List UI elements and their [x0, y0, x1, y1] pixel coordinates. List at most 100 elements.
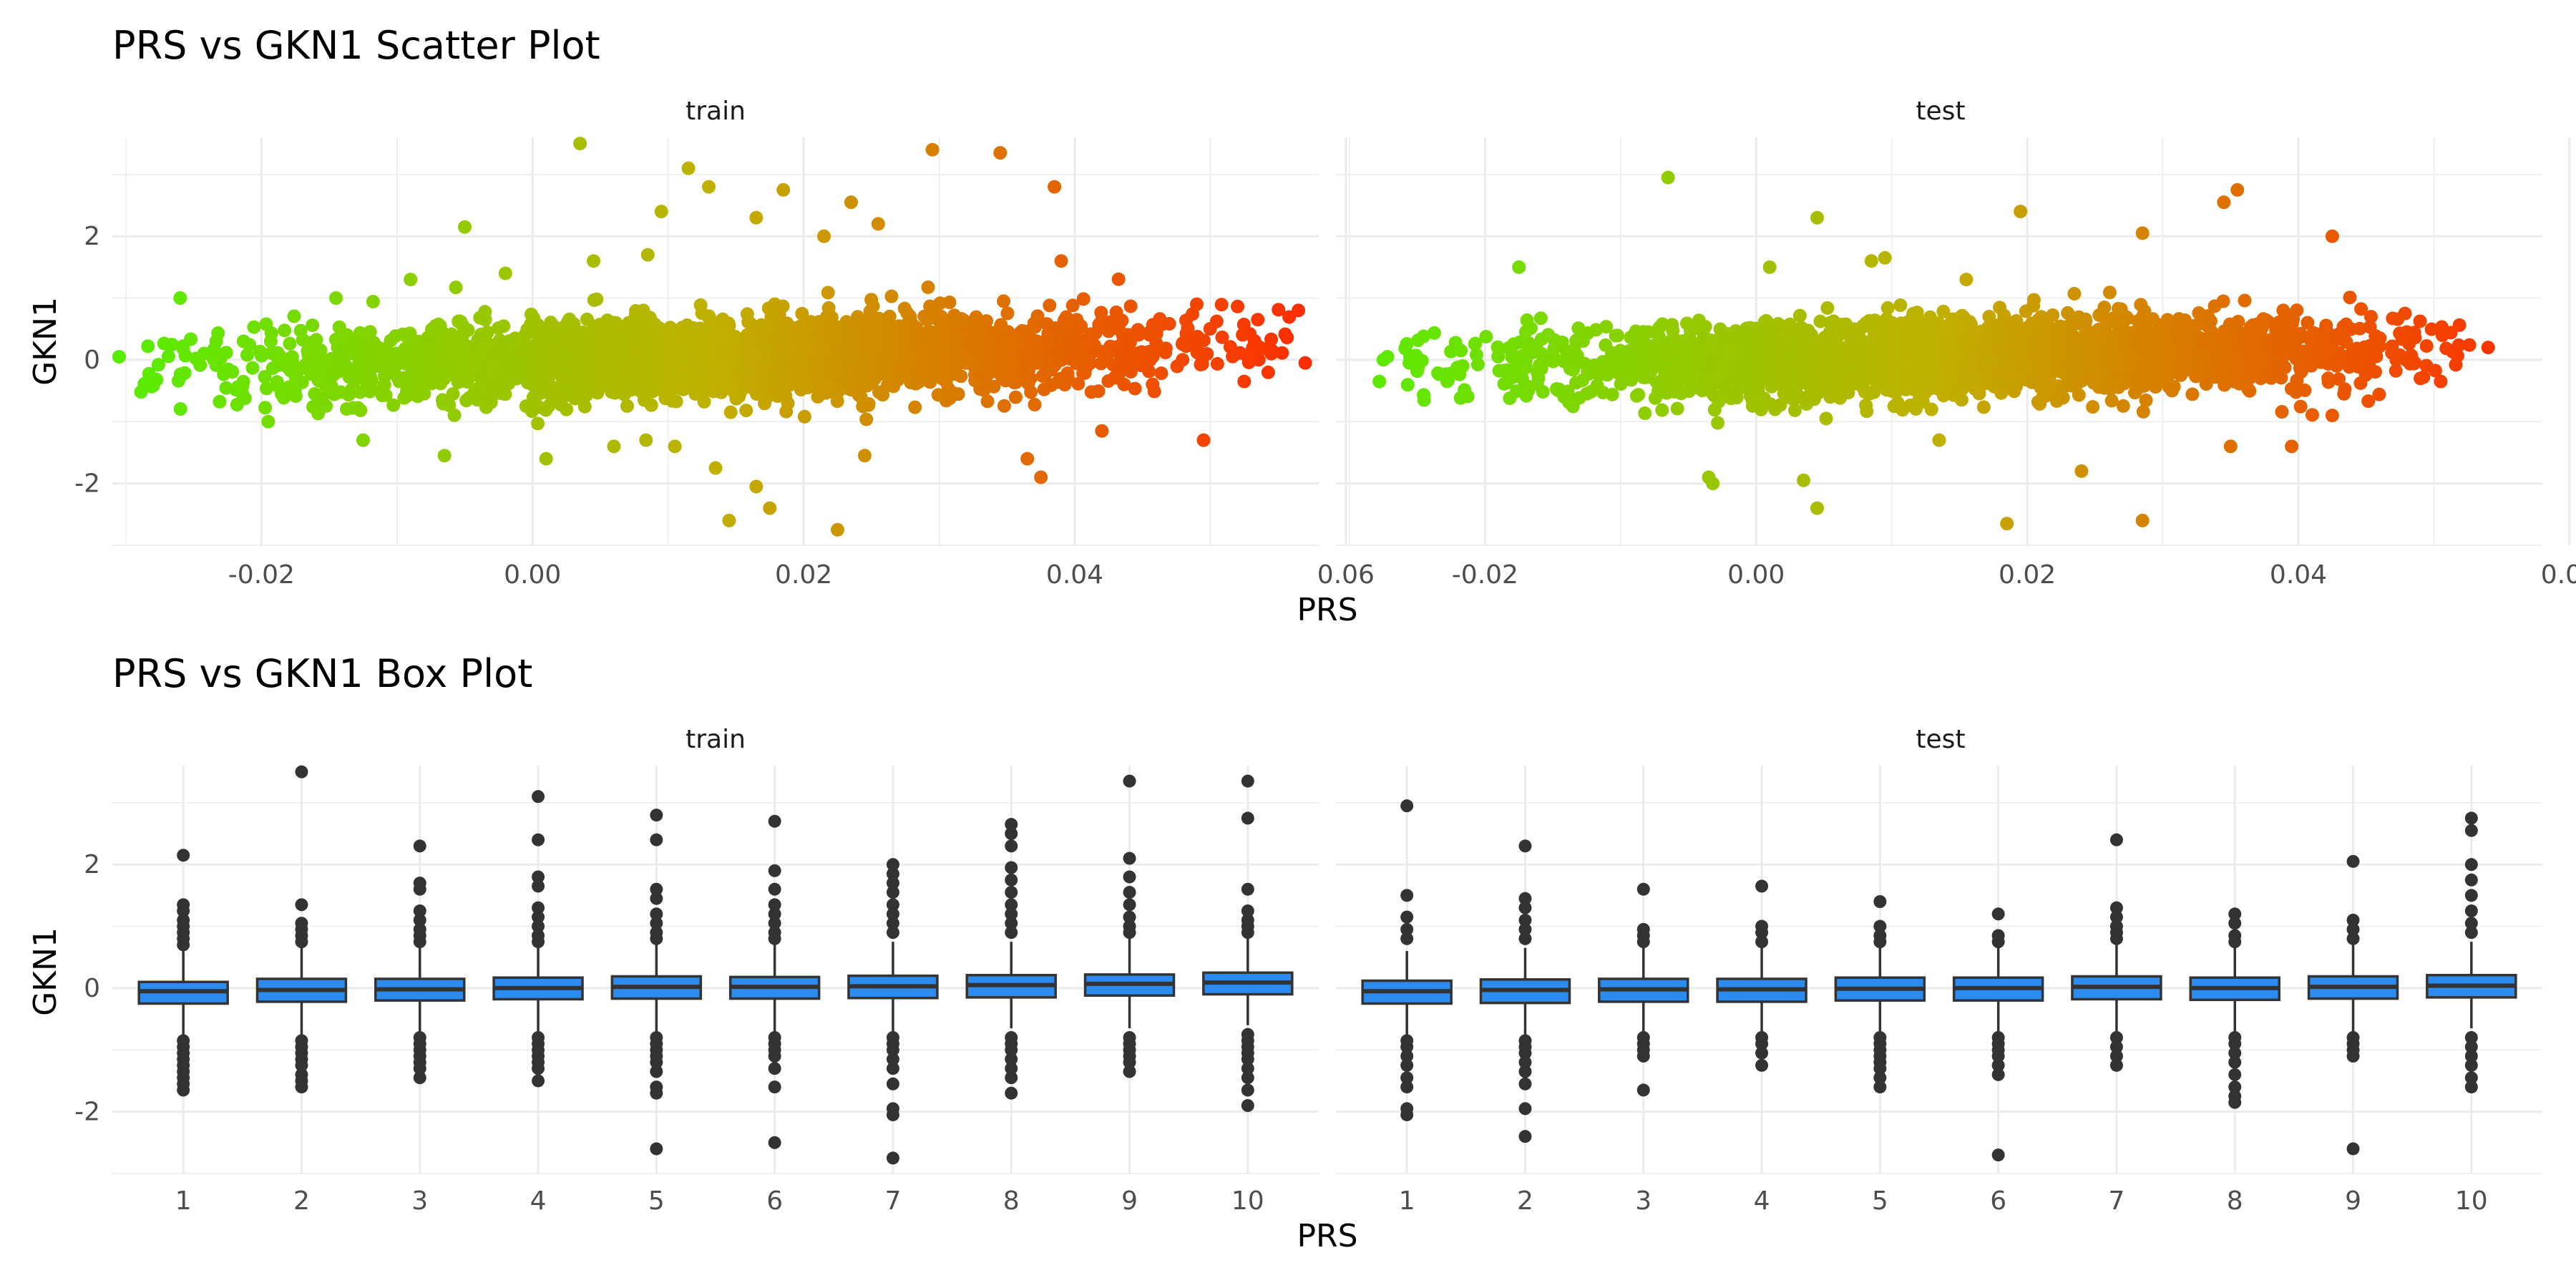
data-point — [897, 322, 911, 336]
data-point — [927, 359, 942, 374]
data-point — [333, 385, 348, 399]
data-point — [353, 385, 367, 399]
data-point — [377, 378, 391, 392]
data-point — [173, 402, 187, 416]
data-point — [917, 309, 932, 323]
data-point — [1400, 378, 1415, 392]
data-point — [1936, 389, 1951, 403]
data-point — [1251, 313, 1265, 327]
data-point — [1638, 406, 1652, 421]
data-point — [679, 335, 693, 349]
data-point — [997, 294, 1011, 308]
data-point — [740, 307, 754, 321]
x-tick-label: 0.02 — [775, 560, 832, 590]
data-point — [1214, 298, 1229, 312]
data-point — [1571, 332, 1585, 346]
data-point — [1030, 309, 1045, 323]
data-point — [2046, 308, 2060, 322]
x-tick-label: 0.06 — [1317, 560, 1375, 590]
data-point — [1749, 348, 1763, 363]
data-point — [640, 332, 655, 346]
data-point — [531, 416, 545, 431]
data-point — [1071, 376, 1085, 391]
data-point — [502, 363, 516, 377]
data-point — [471, 333, 485, 347]
data-point — [1444, 344, 1458, 358]
data-point — [980, 323, 994, 337]
data-point — [1261, 365, 1275, 379]
data-point — [998, 358, 1013, 372]
data-point — [1533, 311, 1548, 326]
data-point — [980, 394, 995, 409]
data-point — [607, 439, 621, 454]
point-cloud — [1398, 286, 2477, 430]
data-point — [165, 338, 179, 352]
data-point — [1468, 337, 1482, 351]
data-point — [1028, 398, 1042, 412]
data-point — [693, 343, 707, 358]
data-point — [911, 349, 925, 364]
data-point — [1665, 318, 1679, 332]
data-point — [1176, 336, 1190, 350]
data-point — [2168, 319, 2182, 333]
data-point — [1065, 298, 1080, 313]
data-point — [311, 373, 326, 387]
data-point — [1453, 367, 1467, 381]
data-point — [311, 406, 326, 421]
data-point — [1968, 381, 1982, 396]
data-point — [786, 330, 800, 344]
data-point — [587, 254, 601, 268]
scatter-title: PRS vs GKN1 Scatter Plot — [112, 23, 600, 68]
data-point — [2385, 346, 2399, 360]
data-point — [134, 385, 148, 399]
data-point — [1609, 328, 1623, 343]
data-point — [994, 318, 1008, 332]
data-point — [1711, 416, 1725, 430]
data-point — [2303, 356, 2318, 370]
data-point — [1298, 356, 1312, 370]
data-point — [1820, 301, 1835, 315]
data-point — [624, 383, 638, 397]
data-point — [329, 291, 343, 306]
data-point — [287, 309, 301, 323]
data-point — [573, 137, 587, 151]
data-point — [857, 449, 872, 463]
data-point — [1752, 327, 1767, 341]
data-point — [1110, 313, 1124, 327]
data-point — [889, 331, 903, 346]
data-point — [490, 386, 504, 400]
data-point — [2344, 322, 2358, 336]
data-point — [1176, 353, 1190, 367]
data-point — [2362, 357, 2376, 371]
data-point — [800, 341, 814, 355]
data-point — [905, 333, 919, 348]
data-point — [1010, 357, 1025, 371]
data-point — [987, 379, 1001, 394]
data-point — [2136, 404, 2150, 419]
data-point — [655, 366, 670, 381]
data-point — [799, 376, 814, 390]
data-point — [585, 345, 599, 359]
data-point — [1190, 297, 1204, 311]
data-point — [524, 317, 538, 331]
data-point — [706, 357, 721, 371]
data-point — [2301, 316, 2315, 330]
data-point — [1976, 400, 1991, 414]
y-tick-label: -2 — [74, 469, 100, 499]
data-point — [436, 396, 450, 411]
data-point — [622, 362, 636, 376]
data-point — [821, 301, 836, 315]
data-point — [1000, 306, 1015, 321]
data-point — [410, 376, 424, 390]
data-point — [823, 380, 837, 394]
data-point — [537, 370, 552, 384]
data-point — [1162, 317, 1176, 331]
data-point — [1195, 351, 1209, 366]
data-point — [863, 336, 877, 351]
data-point — [410, 359, 424, 374]
data-point — [285, 380, 299, 394]
data-point — [263, 334, 278, 348]
data-point — [1043, 298, 1057, 313]
data-point — [806, 351, 820, 365]
